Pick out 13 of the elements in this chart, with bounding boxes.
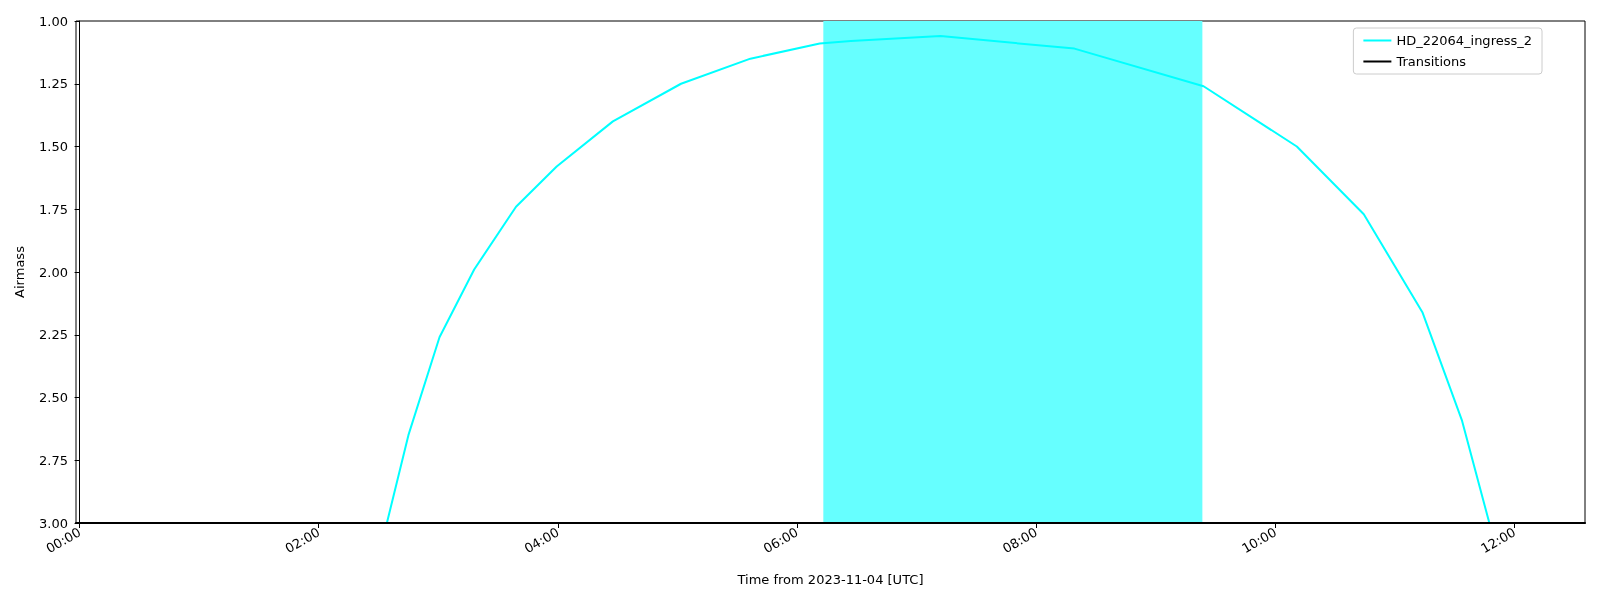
y-tick-label: 2.25 — [39, 327, 68, 343]
y-tick-label: 1.25 — [39, 76, 68, 92]
y-tick-label: 2.50 — [39, 390, 68, 405]
legend-label: HD_22064_ingress_2 — [1396, 33, 1533, 48]
y-tick-label: 1.50 — [39, 139, 68, 154]
y-axis-title: Airmass — [12, 245, 27, 298]
y-tick-label: 2.75 — [39, 452, 68, 468]
y-tick-label: 1.00 — [39, 13, 68, 29]
y-tick-label: 3.00 — [39, 515, 68, 531]
x-axis-title: Time from 2023-11-04 [UTC] — [736, 572, 924, 587]
legend-label: Transitions — [1395, 54, 1467, 69]
y-tick-label: 1.75 — [39, 201, 68, 217]
y-tick-label: 2.00 — [39, 264, 68, 280]
